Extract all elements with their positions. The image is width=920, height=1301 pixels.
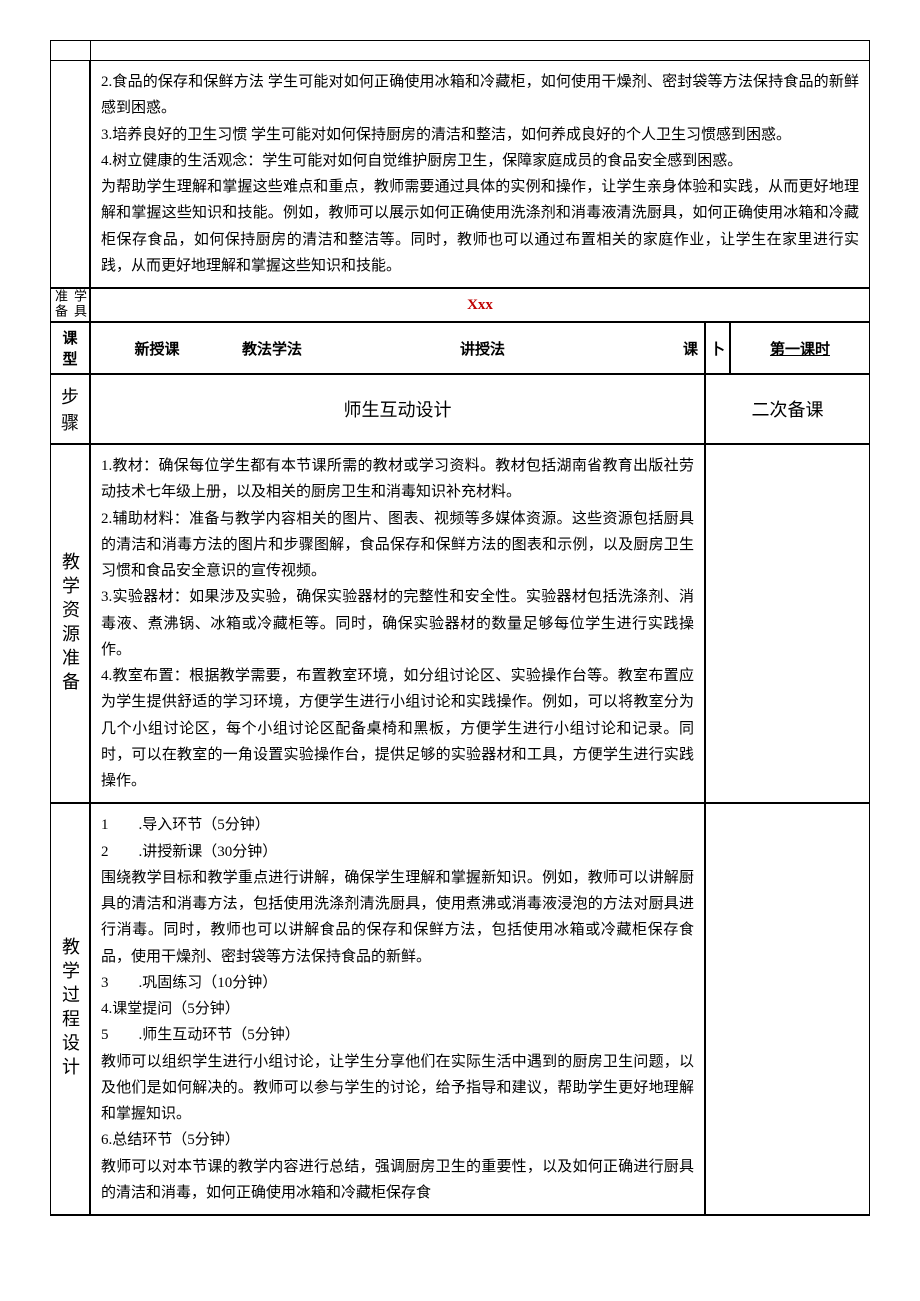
materials-prep-value: Xxx <box>90 288 870 322</box>
materials-prep-row: 学具准备 Xxx <box>50 288 870 322</box>
difficulties-row: 2.食品的保存和保鲜方法 学生可能对如何正确使用冰箱和冷藏柜，如何使用干燥剂、密… <box>50 60 870 288</box>
difficulties-content: 2.食品的保存和保鲜方法 学生可能对如何正确使用冰箱和冷藏柜，如何使用干燥剂、密… <box>90 60 870 288</box>
teaching-method-label: 教法学法 <box>217 338 327 359</box>
lesson-plan-table: 2.食品的保存和保鲜方法 学生可能对如何正确使用冰箱和冷藏柜，如何使用干燥剂、密… <box>50 40 870 1216</box>
res-item-2: 2.辅助材料：准备与教学内容相关的图片、图表、视频等多媒体资源。这些资源包括厨具… <box>101 506 694 585</box>
process-row: 教学过程设计 1 .导入环节（5分钟） 2 .讲授新课（30分钟） 围绕教学目标… <box>50 803 870 1216</box>
proc-item-1: 1 .导入环节（5分钟） <box>101 812 694 838</box>
resources-label: 教学资源准备 <box>50 444 90 803</box>
res-item-4: 4.教室布置：根据教学需要，布置教室环境，如分组讨论区、实验操作台等。教室布置应… <box>101 663 694 794</box>
interaction-design-label: 师生互动设计 <box>90 374 705 444</box>
diff-item-4: 4.树立健康的生活观念：学生可能对如何自觉维护厨房卫生，保障家庭成员的食品安全感… <box>101 148 859 174</box>
proc-item-2: 2 .讲授新课（30分钟） <box>101 839 694 865</box>
teaching-method-value: 讲授法 <box>327 338 638 359</box>
process-extra <box>705 803 870 1215</box>
lesson-type-row: 课型 新授课 教法学法 讲授法 课 卜 第一课时 <box>50 322 870 374</box>
step-header-row: 步骤 师生互动设计 二次备课 <box>50 374 870 444</box>
materials-prep-label: 学具准备 <box>50 288 90 322</box>
process-content: 1 .导入环节（5分钟） 2 .讲授新课（30分钟） 围绕教学目标和教学重点进行… <box>90 803 705 1215</box>
proc-item-8: 6.总结环节（5分钟） <box>101 1127 694 1153</box>
second-prep-label: 二次备课 <box>705 374 870 444</box>
process-label: 教学过程设计 <box>50 803 90 1215</box>
proc-item-6: 5 .师生互动环节（5分钟） <box>101 1022 694 1048</box>
step-label: 步骤 <box>50 374 90 444</box>
diff-summary: 为帮助学生理解和掌握这些难点和重点，教师需要通过具体的实例和操作，让学生亲身体验… <box>101 174 859 279</box>
difficulties-label-cell <box>50 60 90 288</box>
xxx-text: Xxx <box>467 297 493 314</box>
lesson-type-value: 新授课 <box>97 338 217 359</box>
diff-item-2: 2.食品的保存和保鲜方法 学生可能对如何正确使用冰箱和冷藏柜，如何使用干燥剂、密… <box>101 69 859 122</box>
bo-symbol: 卜 <box>705 322 730 374</box>
diff-item-3: 3.培养良好的卫生习惯 学生可能对如何保持厨房的清洁和整洁，如何养成良好的个人卫… <box>101 122 859 148</box>
class-label: 课 <box>638 338 698 359</box>
resources-content: 1.教材：确保每位学生都有本节课所需的教材或学习资料。教材包括湖南省教育出版社劳… <box>90 444 705 803</box>
proc-item-7: 教师可以组织学生进行小组讨论，让学生分享他们在实际生活中遇到的厨房卫生问题，以及… <box>101 1049 694 1128</box>
proc-item-4: 3 .巩固练习（10分钟） <box>101 970 694 996</box>
resources-extra <box>705 444 870 803</box>
proc-item-9: 教师可以对本节课的教学内容进行总结，强调厨房卫生的重要性，以及如何正确进行厨具的… <box>101 1154 694 1207</box>
lesson-type-label: 课型 <box>50 322 90 374</box>
res-item-3: 3.实验器材：如果涉及实验，确保实验器材的完整性和安全性。实验器材包括洗涤剂、消… <box>101 584 694 663</box>
resources-row: 教学资源准备 1.教材：确保每位学生都有本节课所需的教材或学习资料。教材包括湖南… <box>50 444 870 803</box>
res-item-1: 1.教材：确保每位学生都有本节课所需的教材或学习资料。教材包括湖南省教育出版社劳… <box>101 453 694 506</box>
proc-item-5: 4.课堂提问（5分钟） <box>101 996 694 1022</box>
top-empty-row <box>50 40 870 60</box>
period-value: 第一课时 <box>730 322 870 374</box>
proc-item-3: 围绕教学目标和教学重点进行讲解，确保学生理解和掌握新知识。例如，教师可以讲解厨具… <box>101 865 694 970</box>
